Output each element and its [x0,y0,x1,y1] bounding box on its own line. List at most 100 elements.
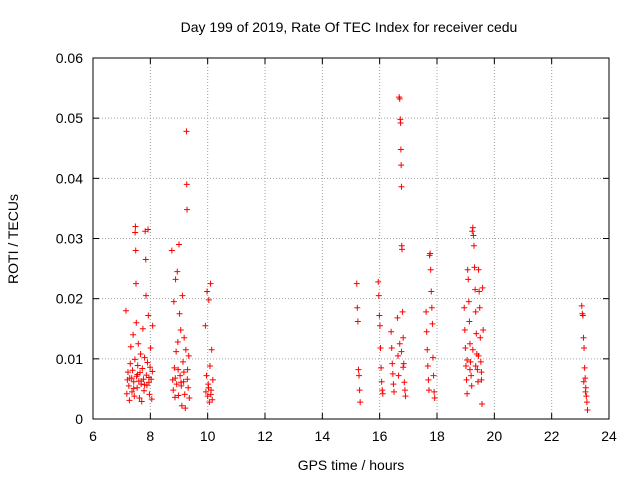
data-point [580,378,587,385]
data-point [129,367,136,374]
data-point [149,368,156,375]
x-tick-label: 6 [89,428,97,444]
data-point [125,382,132,389]
data-point [473,330,480,337]
data-point [389,370,396,377]
y-axis-title: ROTI / TECUs [5,194,21,284]
data-point [429,320,436,327]
x-tick-label: 14 [315,428,331,444]
x-tick-label: 16 [372,428,388,444]
data-point [474,378,481,385]
data-point [583,393,590,400]
data-point [356,372,363,379]
data-point [578,302,585,309]
plot-frame [92,57,610,420]
y-tick-label: 0.02 [56,291,83,307]
data-point [202,388,209,395]
data-point [461,304,468,311]
data-point [127,343,134,350]
data-point [204,393,211,400]
data-point [478,376,485,383]
data-point [174,268,181,275]
data-point [136,394,143,401]
data-point [130,331,137,338]
data-point [395,352,402,359]
data-point [185,352,192,359]
data-point [173,348,180,355]
data-point [480,326,487,333]
data-point [469,228,476,235]
data-point [427,266,434,273]
axes: 6 8 10 12 14 16 18 20 22 24 0 0.01 0.02 0.03 0.04 0.05 0… [56,50,617,444]
data-point [138,378,145,385]
data-point [464,266,471,273]
data-point [181,391,188,398]
y-tick-label: 0.01 [56,351,83,367]
data-point [137,351,144,358]
data-point [379,390,386,397]
data-point [398,183,405,190]
data-point [475,352,482,359]
data-point [390,381,397,388]
data-point [429,354,436,361]
data-point [138,398,145,405]
data-point [427,250,434,257]
data-point [207,391,214,398]
data-point [428,288,435,295]
data-point [149,322,156,329]
data-point [376,312,383,319]
data-point [170,387,177,394]
data-point [399,246,406,253]
data-point [462,345,469,352]
data-point [423,328,430,335]
data-point [397,146,404,153]
x-tick-label: 22 [544,428,560,444]
data-point [209,396,216,403]
grid [93,58,609,419]
data-point [174,338,181,345]
data-point [132,223,139,230]
data-point [465,276,472,283]
data-point [354,318,361,325]
data-point [379,387,386,394]
data-point [142,256,149,263]
data-point [468,372,475,379]
data-point [139,325,146,332]
data-point [584,406,591,413]
data-point [466,366,473,373]
data-point [469,224,476,231]
data-point [182,405,189,412]
data-point [180,358,187,365]
x-tick-label: 20 [487,428,503,444]
y-tick-label: 0.03 [56,231,83,247]
x-tick-label: 12 [257,428,273,444]
data-point [468,382,475,389]
data-point [396,95,403,102]
data-point [146,391,153,398]
data-point [375,292,382,299]
data-point [376,322,383,329]
data-point [462,363,469,370]
data-point [478,369,485,376]
data-point [147,345,154,352]
data-point [171,394,178,401]
data-point [176,241,182,248]
data-point [425,387,432,394]
data-point [130,385,137,392]
x-tick-label: 18 [429,428,445,444]
data-point [147,364,154,371]
data-point [205,384,212,391]
data-point [126,375,133,382]
data-point [472,363,479,370]
chart-title: Day 199 of 2019, Rate Of TEC Index for r… [181,19,518,35]
data-point [134,371,141,378]
data-point [127,360,134,367]
data-point [466,318,473,325]
data-point [400,334,407,341]
data-point [176,310,183,317]
data-point [177,372,184,379]
data-point [145,226,152,233]
data-point [354,304,361,311]
data-point [144,359,151,366]
